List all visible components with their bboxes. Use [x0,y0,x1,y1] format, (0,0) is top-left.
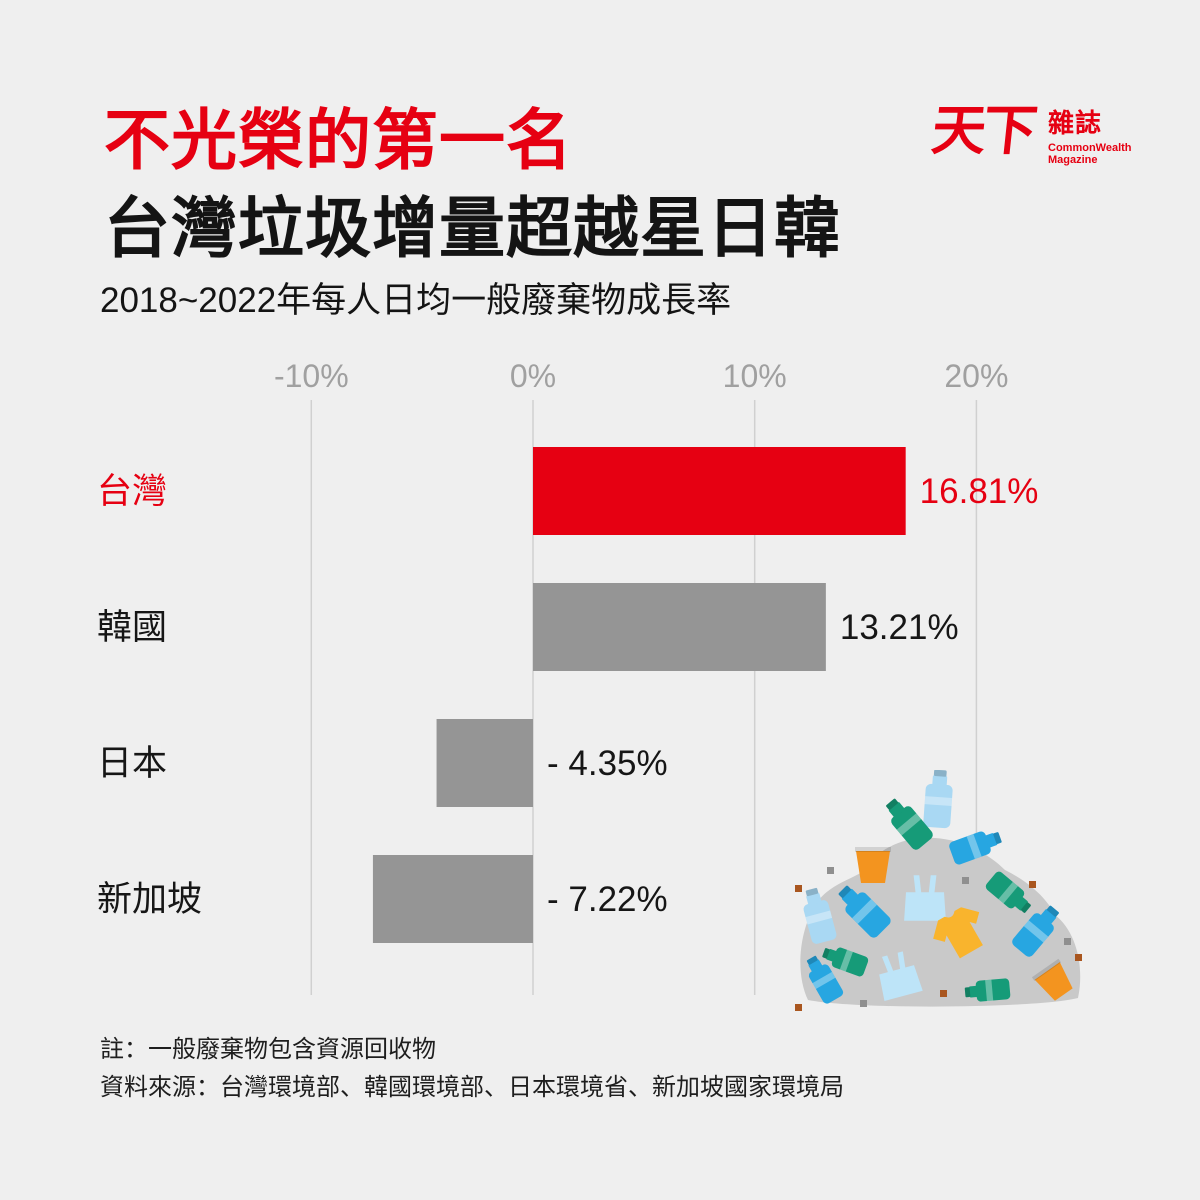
footnote: 註：一般廢棄物包含資源回收物 [100,1036,436,1063]
category-label: 新加坡 [97,880,202,919]
bar [533,447,906,535]
category-label: 台灣 [97,472,167,511]
commonwealth-logo: 天下 雜誌 CommonWealth Magazine [928,94,1132,174]
debris-square [962,877,969,884]
value-label: - 4.35% [547,744,668,783]
category-label: 韓國 [97,608,167,647]
logo-name-en: CommonWealth [1048,142,1132,154]
x-tick-label: 10% [723,358,787,394]
debris-square [795,885,802,892]
logo-mark: 天下 [928,101,1038,161]
plastic-bottle-icon [923,770,954,829]
bar [533,583,826,671]
bar [436,719,533,807]
x-tick-label: 0% [510,358,556,394]
debris-square [1029,881,1036,888]
logo-name-en-sub: Magazine [1048,154,1098,166]
x-tick-label: 20% [944,358,1008,394]
debris-square [940,990,947,997]
debris-square [1075,954,1082,961]
value-label: - 7.22% [547,880,668,919]
debris-square [795,1004,802,1011]
cup-icon [855,847,891,883]
source-note: 資料來源：台灣環境部、韓國環境部、日本環境省、新加坡國家環境局 [100,1074,844,1101]
value-label: 16.81% [920,472,1039,511]
garbage-pile-illustration [795,770,1082,1011]
bar [372,855,533,943]
bar-chart: -10% 0% 10% 20% 台灣 16.81% 韓國 13.21% 日本 - 4.35% 新加坡… [97,358,1039,995]
debris-square [827,867,834,874]
headline: 不光榮的第一名 [104,103,573,177]
category-label: 日本 [97,744,167,783]
value-label: 13.21% [840,608,959,647]
logo-name-zh: 雜誌 [1048,108,1103,138]
chart-title: 2018~2022年每人日均一般廢棄物成長率 [100,281,732,320]
debris-square [1064,938,1071,945]
x-tick-label: -10% [274,358,349,394]
headline-secondary: 台灣垃圾增量超越星日韓 [104,191,841,265]
debris-square [860,1000,867,1007]
